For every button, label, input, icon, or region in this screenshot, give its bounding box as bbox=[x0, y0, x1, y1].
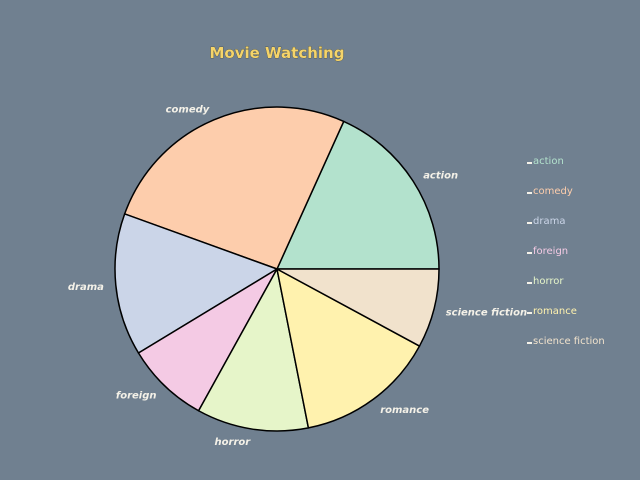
legend-label-action: action bbox=[533, 156, 564, 167]
legend-label-comedy: comedy bbox=[533, 186, 573, 197]
slice-labels: action comedy drama foreign horror romance sci… bbox=[68, 105, 527, 448]
slice-drama bbox=[114, 213, 278, 354]
legend-label-drama: drama bbox=[533, 216, 565, 227]
slice-comedy bbox=[123, 106, 345, 270]
slice-label-action: action bbox=[423, 171, 458, 182]
slice-science-fiction bbox=[276, 268, 440, 347]
legend-marker-comedy bbox=[527, 192, 532, 194]
legend-marker-foreign bbox=[527, 252, 532, 254]
legend-label-romance: romance bbox=[533, 306, 577, 317]
slice-romance bbox=[276, 268, 421, 429]
slice-label-horror: horror bbox=[215, 437, 252, 448]
slice-label-comedy: comedy bbox=[166, 105, 210, 116]
legend-marker-horror bbox=[527, 282, 532, 284]
slice-horror bbox=[197, 268, 310, 432]
slice-label-romance: romance bbox=[380, 405, 429, 416]
legend-label-science-fiction: science fiction bbox=[533, 336, 605, 347]
slice-label-foreign: foreign bbox=[116, 391, 157, 402]
chart-title: Movie Watching bbox=[210, 44, 345, 62]
legend-label-foreign: foreign bbox=[533, 246, 568, 257]
legend-marker-action bbox=[527, 162, 532, 164]
slice-label-drama: drama bbox=[68, 282, 104, 293]
legend-label-horror: horror bbox=[533, 276, 564, 287]
slice-action bbox=[276, 120, 440, 270]
legend: action comedy drama foreign horror romance sci… bbox=[527, 156, 605, 347]
slice-label-science-fiction: science fiction bbox=[446, 308, 527, 319]
legend-marker-drama bbox=[527, 222, 532, 224]
pie-slices bbox=[114, 106, 440, 432]
legend-marker-romance bbox=[527, 312, 532, 314]
legend-marker-science-fiction bbox=[527, 342, 532, 344]
